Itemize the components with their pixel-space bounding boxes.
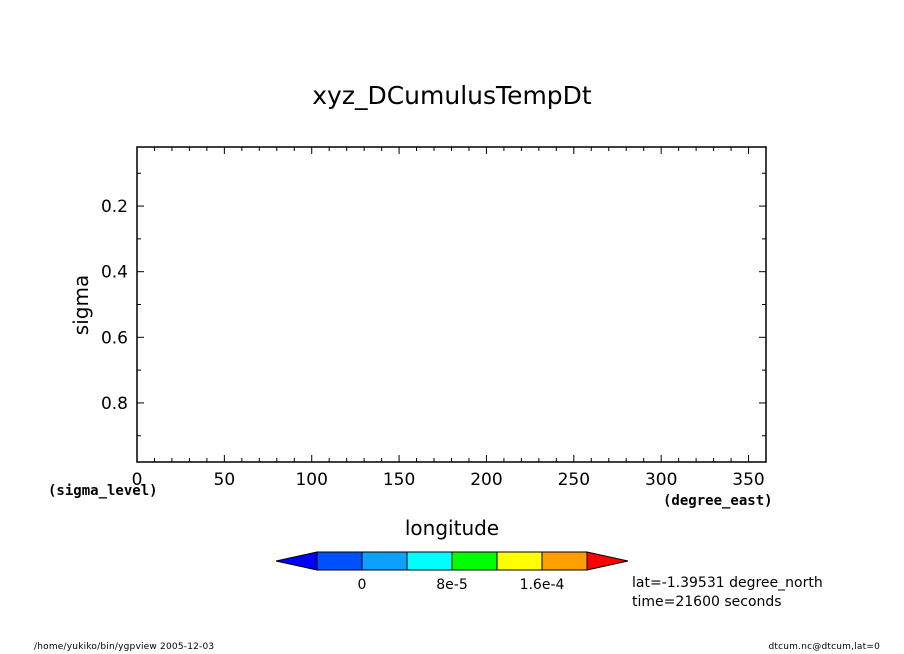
colorbar [275, 551, 629, 571]
colorbar-tick-labels: 0 8e-5 1.6e-4 [358, 577, 565, 593]
colorbar-segment [496, 551, 543, 571]
x-tick-label: 0 [132, 470, 143, 490]
colorbar-under-triangle [275, 551, 318, 571]
y-axis-units: (sigma_level) [48, 483, 158, 499]
colorbar-segment [406, 551, 453, 571]
colorbar-segment [541, 551, 588, 571]
footer-right: dtcum.nc@dtcum,lat=0 [768, 642, 880, 652]
y-tick-label: 0.2 [101, 197, 128, 217]
axis-ticks [136, 147, 767, 462]
x-axis-label: longitude [405, 516, 499, 540]
x-tick-label: 50 [214, 470, 236, 490]
colorbar-segment [361, 551, 408, 571]
y-axis-tick-labels: 0.2 0.4 0.6 0.8 [101, 197, 128, 414]
x-tick-label: 150 [383, 470, 415, 490]
y-tick-label: 0.8 [101, 394, 128, 414]
x-tick-label: 250 [558, 470, 590, 490]
x-tick-label: 300 [645, 470, 677, 490]
footer-left: /home/yukiko/bin/ygpview 2005-12-03 [34, 642, 215, 652]
y-tick-label: 0.6 [101, 328, 128, 348]
plot-frame [136, 146, 767, 463]
annotation-time: time=21600 seconds [632, 594, 782, 610]
chart-title: xyz_DCumulusTempDt [312, 81, 592, 110]
colorbar-segment [316, 551, 363, 571]
annotation-lat: lat=-1.39531 degree_north [632, 575, 823, 591]
plot-area [136, 146, 767, 463]
y-axis-label: sigma [69, 275, 93, 335]
x-tick-label: 100 [295, 470, 327, 490]
colorbar-tick-label: 0 [358, 577, 367, 593]
x-tick-label: 200 [470, 470, 502, 490]
x-tick-label: 350 [732, 470, 764, 490]
colorbar-tick-label: 8e-5 [436, 577, 467, 593]
colorbar-tick-label: 1.6e-4 [520, 577, 565, 593]
x-axis-tick-labels: 0 50 100 150 200 250 300 350 [132, 470, 765, 490]
colorbar-segment [451, 551, 498, 571]
colorbar-over-triangle [586, 551, 629, 571]
x-axis-units: (degree_east) [663, 493, 773, 509]
y-tick-label: 0.4 [101, 263, 128, 283]
